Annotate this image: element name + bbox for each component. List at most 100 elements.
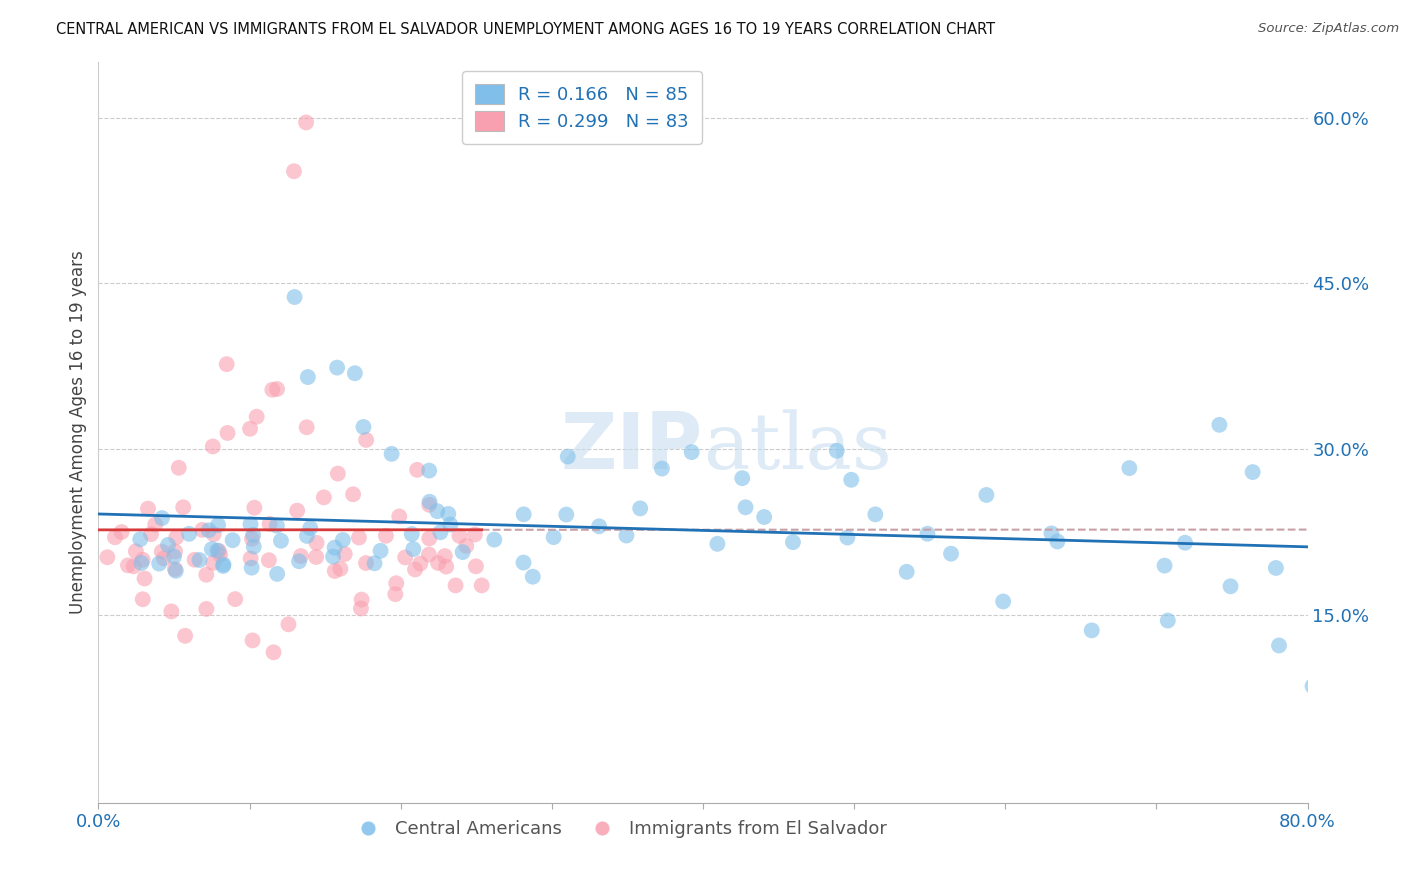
Point [1118, 461, 1140, 475]
Point [212, 558, 235, 573]
Point [195, 602, 218, 616]
Point [240, 560, 263, 574]
Point [242, 540, 264, 554]
Point [865, 508, 887, 522]
Point [384, 587, 406, 601]
Point [404, 562, 426, 576]
Point [207, 518, 229, 533]
Point [288, 554, 311, 568]
Point [402, 542, 425, 557]
Point [208, 544, 231, 558]
Text: ZIP: ZIP [561, 409, 703, 485]
Point [290, 549, 312, 563]
Point [262, 383, 284, 397]
Point [434, 559, 457, 574]
Point [1302, 679, 1324, 693]
Point [409, 557, 432, 571]
Point [239, 551, 262, 566]
Point [163, 562, 186, 576]
Point [191, 523, 214, 537]
Point [188, 553, 211, 567]
Legend: Central Americans, Immigrants from El Salvador: Central Americans, Immigrants from El Sa… [343, 814, 894, 846]
Point [1174, 535, 1197, 549]
Point [132, 553, 155, 567]
Point [1040, 526, 1063, 541]
Point [177, 526, 200, 541]
Point [782, 535, 804, 549]
Point [1153, 558, 1175, 573]
Point [343, 366, 366, 380]
Point [125, 544, 148, 558]
Point [157, 538, 180, 552]
Point [285, 503, 308, 517]
Point [104, 530, 127, 544]
Point [322, 549, 344, 564]
Point [221, 533, 243, 548]
Point [243, 500, 266, 515]
Point [354, 433, 377, 447]
Point [616, 528, 638, 542]
Point [394, 550, 416, 565]
Point [347, 531, 370, 545]
Point [706, 537, 728, 551]
Point [332, 533, 354, 547]
Point [131, 556, 153, 570]
Text: atlas: atlas [703, 409, 891, 485]
Point [1241, 465, 1264, 479]
Point [976, 488, 998, 502]
Point [363, 556, 385, 570]
Point [208, 548, 231, 562]
Point [464, 559, 486, 574]
Point [283, 164, 305, 178]
Point [1219, 579, 1241, 593]
Point [323, 541, 346, 555]
Point [543, 530, 565, 544]
Point [1268, 639, 1291, 653]
Point [284, 290, 307, 304]
Point [557, 450, 579, 464]
Point [215, 357, 238, 371]
Point [896, 565, 918, 579]
Point [266, 566, 288, 581]
Point [1046, 534, 1069, 549]
Point [136, 501, 159, 516]
Point [329, 562, 352, 576]
Point [370, 543, 392, 558]
Point [122, 559, 145, 574]
Point [239, 517, 262, 532]
Point [326, 360, 349, 375]
Point [150, 511, 173, 525]
Point [266, 382, 288, 396]
Point [172, 500, 194, 515]
Point [263, 645, 285, 659]
Point [433, 549, 456, 563]
Point [323, 564, 346, 578]
Point [183, 553, 205, 567]
Point [297, 370, 319, 384]
Point [201, 439, 224, 453]
Point [167, 460, 190, 475]
Point [134, 572, 156, 586]
Point [991, 594, 1014, 608]
Point [117, 558, 139, 573]
Point [1157, 614, 1180, 628]
Point [165, 564, 187, 578]
Point [401, 527, 423, 541]
Point [350, 601, 373, 615]
Point [522, 570, 544, 584]
Point [132, 592, 155, 607]
Text: CENTRAL AMERICAN VS IMMIGRANTS FROM EL SALVADOR UNEMPLOYMENT AMONG AGES 16 TO 19: CENTRAL AMERICAN VS IMMIGRANTS FROM EL S… [56, 22, 995, 37]
Point [731, 471, 754, 485]
Point [217, 425, 239, 440]
Point [242, 528, 264, 542]
Point [451, 545, 474, 559]
Point [350, 592, 373, 607]
Point [295, 529, 318, 543]
Point [419, 494, 441, 508]
Point [381, 447, 404, 461]
Point [754, 510, 776, 524]
Point [555, 508, 578, 522]
Point [354, 556, 377, 570]
Point [471, 578, 494, 592]
Point [305, 549, 328, 564]
